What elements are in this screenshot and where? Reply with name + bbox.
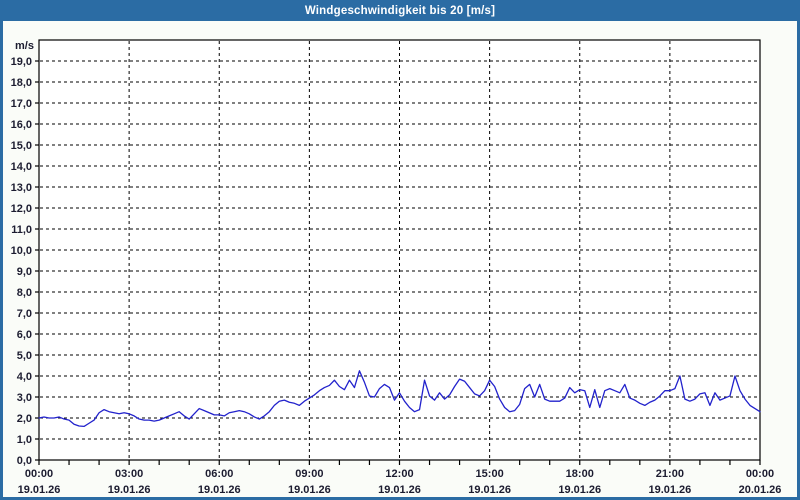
y-tick-label: 6,0 xyxy=(17,329,32,341)
x-tick-date-label: 19.01.26 xyxy=(18,484,61,496)
x-tick-date-label: 19.01.26 xyxy=(378,484,421,496)
y-tick-label: 19,0 xyxy=(11,56,32,68)
y-tick-label: 5,0 xyxy=(17,350,32,362)
y-tick-label: 4,0 xyxy=(17,371,32,383)
y-tick-label: 16,0 xyxy=(11,119,32,131)
x-tick-time-label: 00:00 xyxy=(25,468,53,480)
title-bar: Windgeschwindigkeit bis 20 [m/s] xyxy=(0,0,800,21)
window-border-right xyxy=(797,21,800,500)
x-tick-time-label: 12:00 xyxy=(385,468,413,480)
y-tick-label: 11,0 xyxy=(11,224,32,236)
x-tick-time-label: 06:00 xyxy=(205,468,233,480)
x-tick-time-label: 09:00 xyxy=(295,468,323,480)
x-tick-time-label: 18:00 xyxy=(566,468,594,480)
chart-title: Windgeschwindigkeit bis 20 [m/s] xyxy=(304,4,496,17)
window-border-bottom xyxy=(0,497,800,500)
y-tick-label: 7,0 xyxy=(17,308,32,320)
x-tick-date-label: 19.01.26 xyxy=(558,484,601,496)
x-tick-time-label: 00:00 xyxy=(746,468,774,480)
y-tick-label: 2,0 xyxy=(17,413,32,425)
x-tick-date-label: 20.01.26 xyxy=(739,484,782,496)
y-tick-label: 1,0 xyxy=(17,434,32,446)
y-tick-label: 18,0 xyxy=(11,77,32,89)
x-tick-date-label: 19.01.26 xyxy=(108,484,151,496)
wind-speed-line xyxy=(38,370,761,428)
y-tick-label: 12,0 xyxy=(11,203,32,215)
y-tick-label: 3,0 xyxy=(17,392,32,404)
x-tick-time-label: 21:00 xyxy=(656,468,684,480)
y-tick-label: 13,0 xyxy=(11,182,32,194)
x-tick-date-label: 19.01.26 xyxy=(648,484,691,496)
y-tick-label: 0,0 xyxy=(17,455,32,467)
x-tick-time-label: 15:00 xyxy=(476,468,504,480)
x-tick-time-label: 03:00 xyxy=(115,468,143,480)
x-tick-date-label: 19.01.26 xyxy=(468,484,511,496)
x-tick-date-label: 19.01.26 xyxy=(198,484,241,496)
window-border-left xyxy=(0,21,3,500)
y-tick-label: 14,0 xyxy=(11,161,32,173)
y-tick-label: 9,0 xyxy=(17,266,32,278)
y-tick-label: 17,0 xyxy=(11,98,32,110)
x-tick-date-label: 19.01.26 xyxy=(288,484,331,496)
y-tick-label: 15,0 xyxy=(11,140,32,152)
y-tick-label: 8,0 xyxy=(17,287,32,299)
y-tick-label: 10,0 xyxy=(11,245,32,257)
y-axis-unit-label: m/s xyxy=(15,40,34,52)
